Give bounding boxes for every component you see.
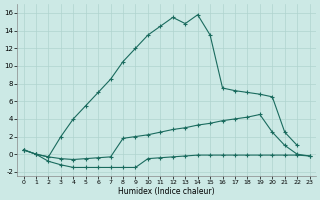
- X-axis label: Humidex (Indice chaleur): Humidex (Indice chaleur): [118, 187, 215, 196]
